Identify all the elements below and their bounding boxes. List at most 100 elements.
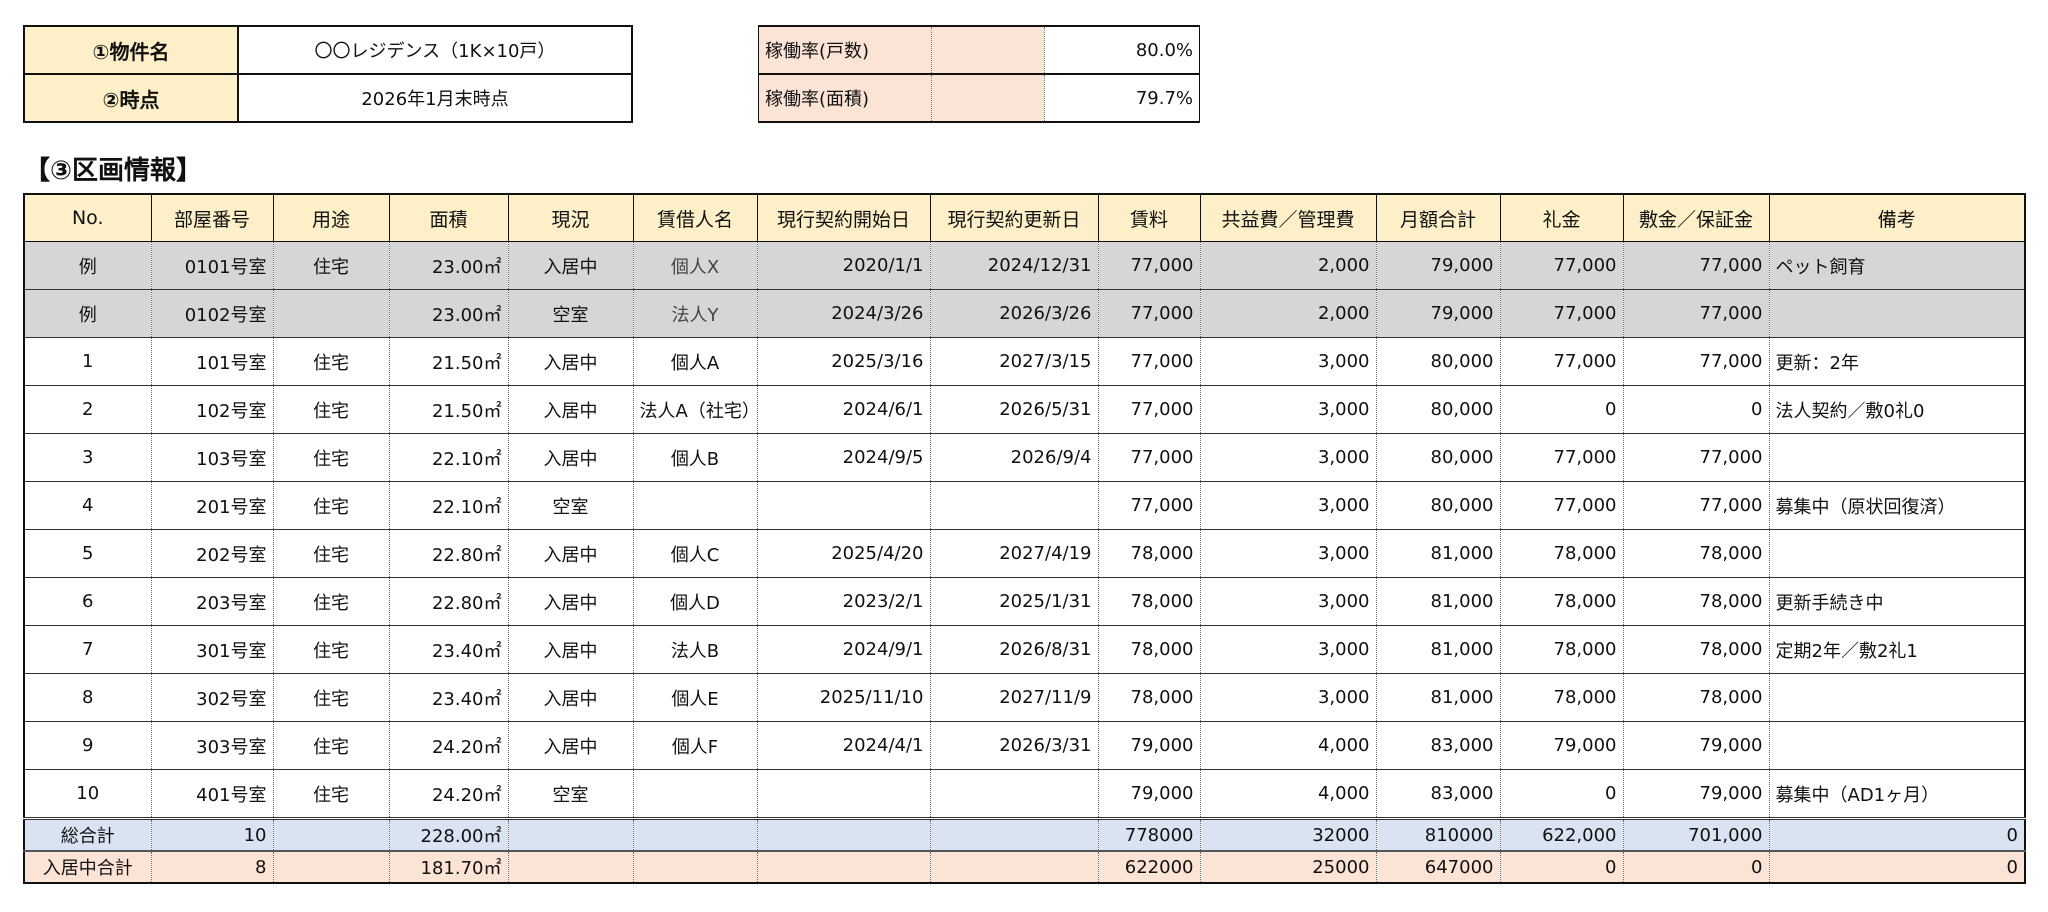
cell-rent[interactable]: 77,000 [1097,481,1201,530]
cell-deposit[interactable]: 78,000 [1622,577,1770,626]
cell-rent[interactable]: 622000 [1097,850,1201,884]
cell-start-date[interactable]: 2024/6/1 [756,385,931,434]
cell-remarks[interactable] [1768,433,2026,482]
cell-start-date[interactable]: 2025/11/10 [756,673,931,722]
cell-remarks[interactable]: 0 [1768,817,2026,852]
cell-common-fee[interactable]: 3,000 [1199,625,1377,674]
cell-deposit[interactable]: 77,000 [1622,481,1770,530]
cell-monthly-total[interactable]: 83,000 [1375,721,1501,770]
cell-renewal-date[interactable] [929,850,1099,884]
cell-remarks[interactable]: 定期2年／敷2礼1 [1768,625,2026,674]
cell-rent[interactable]: 778000 [1097,817,1201,852]
cell-deposit[interactable]: 77,000 [1622,241,1770,290]
cell-no[interactable]: 例 [23,289,152,338]
cell-key-money[interactable]: 77,000 [1499,289,1624,338]
cell-monthly-total[interactable]: 80,000 [1375,385,1501,434]
cell-tenant[interactable]: 法人B [632,625,758,674]
cell-renewal-date[interactable]: 2026/3/26 [929,289,1099,338]
cell-room-number[interactable]: 8 [150,850,274,884]
cell-room-number[interactable]: 303号室 [150,721,274,770]
cell-start-date[interactable]: 2023/2/1 [756,577,931,626]
cell-use[interactable]: 住宅 [272,481,390,530]
cell-rent[interactable]: 78,000 [1097,577,1201,626]
cell-remarks[interactable] [1768,673,2026,722]
cell-start-date[interactable] [756,481,931,530]
cell-use[interactable]: 住宅 [272,433,390,482]
cell-room-number[interactable]: 302号室 [150,673,274,722]
cell-room-number[interactable]: 101号室 [150,337,274,386]
cell-deposit[interactable]: 78,000 [1622,625,1770,674]
area-occupancy-value[interactable]: 79.7% [1044,73,1200,123]
cell-rent[interactable]: 79,000 [1097,769,1201,819]
cell-monthly-total[interactable]: 80,000 [1375,481,1501,530]
cell-start-date[interactable]: 2024/9/5 [756,433,931,482]
cell-remarks[interactable]: ペット飼育 [1768,241,2026,290]
cell-no[interactable]: 8 [23,673,152,722]
cell-status[interactable]: 入居中 [507,241,634,290]
cell-tenant[interactable]: 個人C [632,529,758,578]
cell-renewal-date[interactable]: 2027/4/19 [929,529,1099,578]
cell-area[interactable]: 228.00㎡ [388,817,509,852]
cell-monthly-total[interactable]: 81,000 [1375,577,1501,626]
cell-start-date[interactable]: 2020/1/1 [756,241,931,290]
cell-remarks[interactable]: 募集中（AD1ヶ月） [1768,769,2026,819]
cell-area[interactable]: 23.00㎡ [388,289,509,338]
cell-area[interactable]: 181.70㎡ [388,850,509,884]
cell-rent[interactable]: 78,000 [1097,529,1201,578]
cell-start-date[interactable]: 2024/9/1 [756,625,931,674]
cell-common-fee[interactable]: 4,000 [1199,721,1377,770]
cell-deposit[interactable]: 0 [1622,850,1770,884]
cell-tenant[interactable] [632,769,758,819]
cell-room-number[interactable]: 0101号室 [150,241,274,290]
cell-no[interactable]: 4 [23,481,152,530]
cell-deposit[interactable]: 78,000 [1622,529,1770,578]
cell-remarks[interactable] [1768,529,2026,578]
cell-monthly-total[interactable]: 79,000 [1375,241,1501,290]
cell-monthly-total[interactable]: 83,000 [1375,769,1501,819]
cell-use[interactable]: 住宅 [272,385,390,434]
cell-common-fee[interactable]: 3,000 [1199,481,1377,530]
cell-use[interactable]: 住宅 [272,721,390,770]
cell-key-money[interactable]: 77,000 [1499,337,1624,386]
cell-no[interactable]: 入居中合計 [23,850,152,884]
cell-remarks[interactable]: 0 [1768,850,2026,884]
cell-renewal-date[interactable]: 2027/3/15 [929,337,1099,386]
cell-area[interactable]: 23.00㎡ [388,241,509,290]
cell-monthly-total[interactable]: 80,000 [1375,337,1501,386]
cell-tenant[interactable]: 個人A [632,337,758,386]
cell-tenant[interactable]: 法人Y [632,289,758,338]
cell-renewal-date[interactable] [929,817,1099,852]
cell-no[interactable]: 7 [23,625,152,674]
cell-tenant[interactable]: 個人D [632,577,758,626]
cell-no[interactable]: 3 [23,433,152,482]
cell-renewal-date[interactable]: 2026/8/31 [929,625,1099,674]
cell-status[interactable]: 空室 [507,481,634,530]
cell-monthly-total[interactable]: 81,000 [1375,529,1501,578]
cell-no[interactable]: 1 [23,337,152,386]
cell-deposit[interactable]: 79,000 [1622,769,1770,819]
cell-no[interactable]: 5 [23,529,152,578]
cell-remarks[interactable]: 更新：2年 [1768,337,2026,386]
cell-common-fee[interactable]: 3,000 [1199,673,1377,722]
cell-start-date[interactable]: 2024/3/26 [756,289,931,338]
cell-tenant[interactable]: 個人E [632,673,758,722]
cell-rent[interactable]: 79,000 [1097,721,1201,770]
cell-renewal-date[interactable]: 2027/11/9 [929,673,1099,722]
cell-status[interactable]: 入居中 [507,529,634,578]
cell-area[interactable]: 23.40㎡ [388,625,509,674]
cell-remarks[interactable]: 法人契約／敷0礼0 [1768,385,2026,434]
cell-common-fee[interactable]: 2,000 [1199,241,1377,290]
cell-tenant[interactable]: 個人B [632,433,758,482]
cell-key-money[interactable]: 0 [1499,385,1624,434]
cell-key-money[interactable]: 622,000 [1499,817,1624,852]
cell-common-fee[interactable]: 3,000 [1199,385,1377,434]
cell-rent[interactable]: 77,000 [1097,289,1201,338]
cell-status[interactable]: 入居中 [507,433,634,482]
cell-remarks[interactable]: 募集中（原状回復済） [1768,481,2026,530]
cell-status[interactable]: 入居中 [507,721,634,770]
cell-room-number[interactable]: 102号室 [150,385,274,434]
cell-use[interactable]: 住宅 [272,769,390,819]
cell-room-number[interactable]: 401号室 [150,769,274,819]
cell-key-money[interactable]: 79,000 [1499,721,1624,770]
cell-room-number[interactable]: 0102号室 [150,289,274,338]
